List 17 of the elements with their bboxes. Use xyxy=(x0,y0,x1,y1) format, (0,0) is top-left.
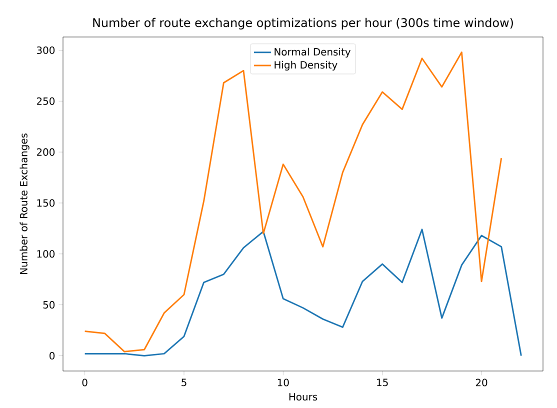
legend-label: Normal Density xyxy=(274,48,351,58)
legend-label: High Density xyxy=(274,60,338,71)
y-tick-label: 200 xyxy=(36,148,55,156)
x-tick-label: 0 xyxy=(82,378,88,386)
x-tick-label: 15 xyxy=(377,378,388,386)
x-tick-label: 5 xyxy=(182,378,186,386)
y-tick-label: 0 xyxy=(50,352,55,360)
y-tick-label: 150 xyxy=(37,199,55,207)
y-tick-label: 300 xyxy=(36,46,55,54)
x-axis-title: Hours xyxy=(289,393,318,401)
y-tick-label: 50 xyxy=(43,301,55,309)
y-tick-label: 250 xyxy=(36,97,55,105)
y-axis-title: Number of Route Exchanges xyxy=(20,134,30,274)
x-tick-label: 10 xyxy=(278,378,289,386)
chart-title: Number of route exchange optimizations per hour (300s time window) xyxy=(93,18,513,30)
x-tick-label: 20 xyxy=(476,378,488,386)
y-tick-label: 100 xyxy=(37,250,55,258)
